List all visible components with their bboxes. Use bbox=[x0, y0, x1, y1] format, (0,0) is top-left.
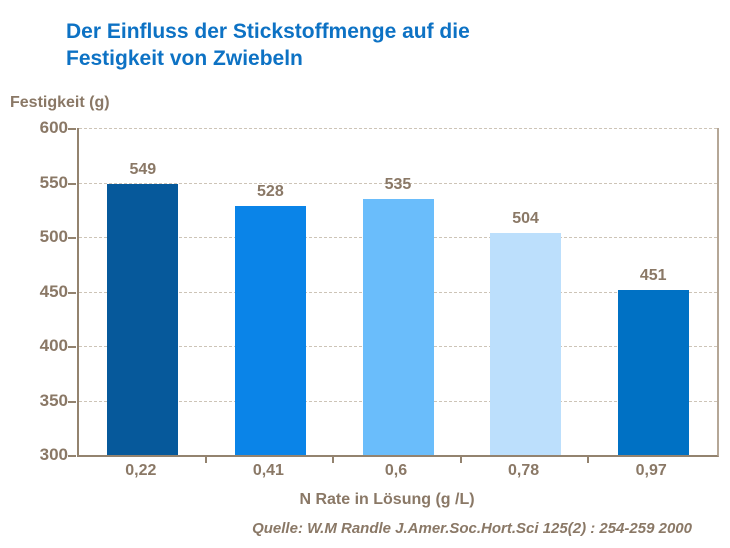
category-label-0: 0,22 bbox=[125, 462, 157, 479]
bar-value-label-451: 451 bbox=[639, 267, 667, 285]
y-tick-mark-550 bbox=[68, 182, 76, 185]
y-tick-mark-500 bbox=[68, 237, 76, 239]
bar-value-label-504: 504 bbox=[512, 209, 539, 227]
y-tick-mark-600 bbox=[68, 128, 76, 130]
bar-0,78 bbox=[490, 232, 562, 455]
y-tick-label-350: 350 bbox=[39, 390, 68, 410]
y-tick-mark-350 bbox=[68, 400, 76, 403]
chart-title-line1: Der Einfluss der Stickstoffmenge auf die bbox=[66, 20, 470, 43]
chart-title-line2: Festigkeit von Zwiebeln bbox=[66, 47, 303, 70]
chart-title: Der Einfluss der Stickstoffmenge auf die… bbox=[66, 18, 470, 72]
bar-0,41 bbox=[234, 206, 306, 455]
y-tick-label-400: 400 bbox=[39, 336, 68, 355]
x-tick-mark-1 bbox=[204, 457, 207, 463]
bar-value-label-549: 549 bbox=[129, 160, 157, 178]
plot-area: 549 528 535 504 451 bbox=[77, 128, 719, 457]
bar-value-label-535: 535 bbox=[384, 175, 412, 193]
bar-0,22 bbox=[107, 183, 179, 455]
x-tick-mark-2 bbox=[332, 457, 335, 463]
source-citation: Quelle: W.M Randle J.Amer.Soc.Hort.Sci 1… bbox=[252, 520, 692, 537]
y-tick-label-500: 500 bbox=[39, 227, 68, 246]
category-label-4: 0,97 bbox=[635, 462, 667, 479]
y-tick-label-300: 300 bbox=[39, 445, 68, 464]
y-tick-mark-400 bbox=[68, 346, 76, 348]
gridline-600 bbox=[79, 128, 717, 129]
x-axis-title: N Rate in Lösung (g /L) bbox=[299, 491, 475, 508]
category-label-1: 0,41 bbox=[252, 462, 284, 479]
y-tick-label-600: 600 bbox=[39, 118, 68, 137]
gridline-550 bbox=[79, 182, 717, 184]
category-label-3: 0,78 bbox=[508, 462, 540, 479]
category-label-2: 0,6 bbox=[384, 462, 408, 479]
y-tick-label-550: 550 bbox=[39, 172, 68, 192]
y-tick-label-450: 450 bbox=[39, 281, 68, 301]
x-tick-mark-3 bbox=[459, 457, 462, 463]
bar-0,97 bbox=[617, 290, 689, 455]
x-tick-mark-4 bbox=[587, 457, 590, 463]
y-tick-mark-450 bbox=[68, 291, 76, 294]
y-axis-title: Festigkeit (g) bbox=[10, 94, 110, 111]
bar-value-label-528: 528 bbox=[257, 183, 284, 201]
bar-0,6 bbox=[362, 198, 434, 455]
y-tick-mark-300 bbox=[68, 455, 76, 457]
